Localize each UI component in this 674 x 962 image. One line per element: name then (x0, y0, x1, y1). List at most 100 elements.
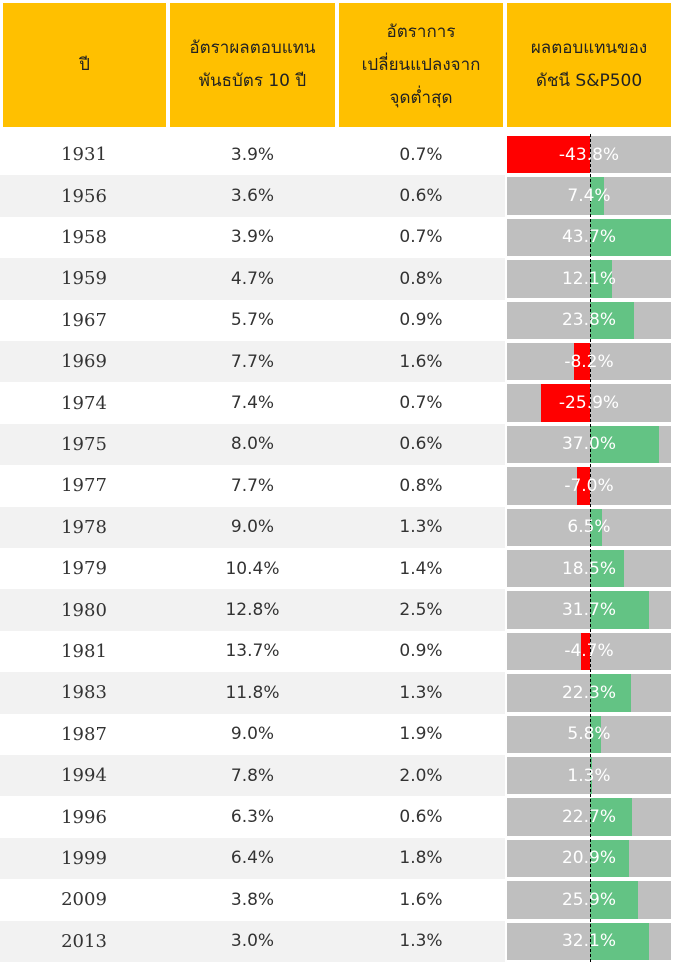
table-row: 1994 7.8% 2.0% 1.3% (0, 755, 674, 797)
table-row: 1974 7.4% 0.7% -25.9% (0, 382, 674, 423)
bond-yield-cell: 13.7% (225, 641, 280, 662)
table-row: 1987 9.0% 1.9% 5.8% (0, 714, 674, 755)
table-row: 1980 12.8% 2.5% 31.7% (0, 589, 674, 631)
bond-yield-cell: 3.9% (230, 144, 275, 165)
bond-yield-cell: 7.4% (230, 393, 275, 414)
year-cell: 2013 (0, 920, 168, 962)
change-from-low-cell: 1.3% (337, 920, 505, 962)
sp500-return-bar (590, 260, 613, 298)
year-cell: 1958 (61, 226, 107, 248)
change-from-low-cell: 1.3% (337, 506, 505, 548)
sp500-return-bar (590, 508, 603, 546)
change-from-low-cell: 1.9% (399, 724, 443, 745)
bar-track (507, 177, 671, 215)
bond-yield-cell: 11.8% (168, 672, 337, 714)
sp500-return-bar (590, 425, 659, 464)
bond-yield-cell: 7.7% (168, 341, 337, 383)
change-from-low-cell: 0.6% (337, 175, 505, 217)
sp500-return-bar (507, 136, 590, 174)
table-row: 1956 3.6% 0.6% 7.4% (0, 175, 674, 217)
bond-yield-cell: 3.9% (230, 227, 275, 248)
table-row: 1975 8.0% 0.6% 37.0% (0, 423, 674, 466)
bar-track (507, 508, 671, 546)
change-from-low-cell: 1.6% (337, 341, 505, 383)
bond-yield-cell: 3.0% (168, 920, 337, 962)
change-from-low-cell: 0.7% (399, 144, 443, 165)
sp500-return-bar (590, 881, 638, 919)
sp500-return-bar (590, 218, 671, 257)
bar-track (507, 798, 671, 836)
year-cell: 1969 (0, 341, 168, 383)
bond-yield-cell: 9.0% (230, 724, 275, 745)
sp500-return-bar (581, 632, 590, 671)
bar-track (507, 674, 671, 712)
change-from-low-cell: 1.6% (399, 889, 443, 910)
table-row: 2013 3.0% 1.3% 32.1% (0, 920, 674, 962)
year-cell: 1977 (61, 475, 107, 497)
bond-yield-cell: 7.8% (168, 755, 337, 797)
year-cell: 1979 (61, 558, 107, 580)
table-row: 1978 9.0% 1.3% 6.5% (0, 506, 674, 548)
year-cell: 1974 (61, 392, 107, 414)
table-row: 1996 6.3% 0.6% 22.7% (0, 796, 674, 837)
year-cell: 1959 (0, 258, 168, 300)
sp500-return-bar (576, 467, 590, 505)
year-cell: 1987 (61, 723, 107, 745)
header-year: ปี (3, 3, 166, 127)
sp500-return-bar (590, 922, 650, 960)
header-change-from-low: อัตราการ เปลี่ยนแปลงจาก จุดต่ำสุด (339, 3, 503, 127)
table-row: 1969 7.7% 1.6% -8.2% (0, 341, 674, 383)
change-from-low-cell: 0.8% (399, 475, 443, 496)
table-row: 1979 10.4% 1.4% 18.5% (0, 548, 674, 589)
table-row: 1958 3.9% 0.7% 43.7% (0, 217, 674, 258)
change-from-low-cell: 0.7% (399, 393, 443, 414)
zero-axis-line (590, 134, 591, 962)
year-cell: 1980 (0, 589, 168, 631)
bar-track (507, 301, 671, 339)
change-from-low-cell: 1.3% (337, 672, 505, 714)
change-from-low-cell: 1.8% (337, 837, 505, 880)
bar-track (507, 757, 671, 795)
change-from-low-cell: 0.7% (399, 227, 443, 248)
year-cell: 1956 (0, 175, 168, 217)
year-cell: 1978 (0, 506, 168, 548)
bond-yield-cell: 6.3% (230, 807, 275, 828)
sp500-return-bar (590, 301, 635, 339)
bar-track (507, 550, 671, 588)
year-cell: 1996 (61, 806, 107, 828)
sp500-return-bar (590, 798, 633, 836)
year-cell: 1999 (0, 837, 168, 880)
year-cell: 1975 (0, 423, 168, 466)
bond-yield-cell: 8.0% (168, 423, 337, 466)
bond-yield-cell: 3.8% (230, 889, 275, 910)
change-from-low-cell: 1.4% (399, 558, 443, 579)
bond-yield-cell: 6.4% (168, 837, 337, 880)
table-row: 1967 5.7% 0.9% 23.8% (0, 300, 674, 341)
year-cell: 1981 (61, 640, 107, 662)
table-row: 1999 6.4% 1.8% 20.9% (0, 837, 674, 880)
header-bond-yield: อัตราผลตอบแทน พันธบัตร 10 ปี (170, 3, 335, 127)
sp500-return-bar (590, 715, 601, 753)
sp500-return-bar (590, 674, 632, 712)
bar-track (507, 881, 671, 919)
sp500-return-bar (540, 384, 590, 422)
table-row: 1983 11.8% 1.3% 22.3% (0, 672, 674, 714)
change-from-low-cell: 2.5% (337, 589, 505, 631)
year-cell: 1967 (61, 309, 107, 331)
change-from-low-cell: 0.6% (399, 807, 443, 828)
table-row: 2009 3.8% 1.6% 25.9% (0, 879, 674, 920)
header-sp500-return: ผลตอบแทนของ ดัชนี S&P500 (507, 3, 671, 127)
bar-track (507, 715, 671, 753)
sp500-return-bar (590, 757, 593, 795)
change-from-low-cell: 2.0% (337, 755, 505, 797)
bond-yield-cell: 10.4% (225, 558, 280, 579)
bond-yield-cell: 5.7% (230, 310, 275, 331)
bond-yield-cell: 4.7% (168, 258, 337, 300)
bond-yield-cell: 9.0% (168, 506, 337, 548)
year-cell: 1983 (0, 672, 168, 714)
year-cell: 1931 (61, 144, 107, 166)
change-from-low-cell: 0.6% (337, 423, 505, 466)
table-row: 1959 4.7% 0.8% 12.1% (0, 258, 674, 300)
sp500-return-bar (574, 343, 590, 381)
